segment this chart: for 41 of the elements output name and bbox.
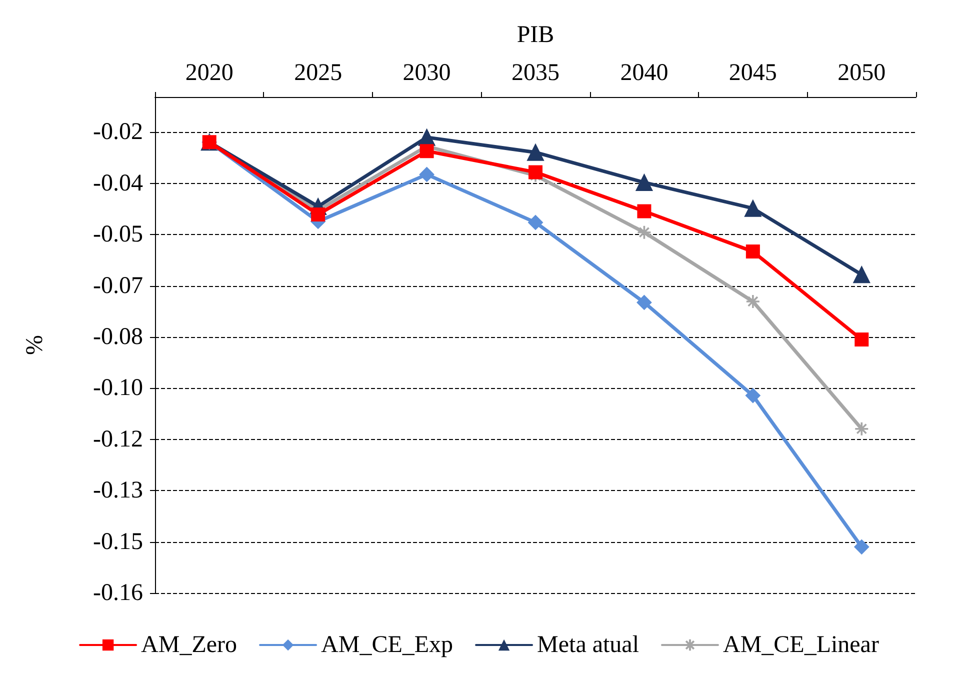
point xyxy=(419,166,434,182)
point xyxy=(527,144,544,161)
point xyxy=(636,224,652,240)
y-tick-label: -0.15 xyxy=(93,528,143,555)
y-tick-label: -0.04 xyxy=(93,170,143,196)
point xyxy=(745,388,760,404)
x-axis-title: PIB xyxy=(516,22,554,48)
x-tick-label: 2040 xyxy=(620,60,668,86)
point xyxy=(420,144,434,158)
point xyxy=(528,165,542,180)
y-tick-label: -0.12 xyxy=(93,426,143,452)
y-tick-label: -0.07 xyxy=(93,272,143,299)
y-tick-label: -0.05 xyxy=(93,222,143,248)
point xyxy=(636,294,652,310)
point xyxy=(311,207,326,222)
x-tick-label: 2025 xyxy=(294,60,342,86)
x-tick-label: 2045 xyxy=(728,60,777,86)
x-tick-label: 2035 xyxy=(512,60,560,86)
point xyxy=(746,244,760,259)
x-tick-label: 2030 xyxy=(402,60,451,86)
point xyxy=(746,294,760,309)
legend-label: AM_CE_Exp xyxy=(321,632,454,658)
point xyxy=(854,539,870,554)
y-tick-label: -0.13 xyxy=(93,478,143,504)
point xyxy=(528,214,543,230)
x-tick-label: 2050 xyxy=(838,60,886,86)
y-tick-label: -0.02 xyxy=(93,119,143,146)
point xyxy=(854,332,869,347)
point xyxy=(853,266,870,284)
y-tick-label: -0.16 xyxy=(93,580,143,606)
point xyxy=(854,421,870,436)
legend-label: Meta atual xyxy=(537,632,640,658)
y-axis-title: % xyxy=(22,335,48,355)
y-tick-label: -0.08 xyxy=(93,324,143,350)
point xyxy=(744,200,762,217)
legend-label: AM_CE_Linear xyxy=(722,632,879,658)
point xyxy=(637,204,652,218)
legend-label: AM_Zero xyxy=(141,632,238,658)
y-tick-label: -0.10 xyxy=(93,375,143,402)
x-tick-label: 2020 xyxy=(185,60,234,86)
point xyxy=(636,174,653,191)
